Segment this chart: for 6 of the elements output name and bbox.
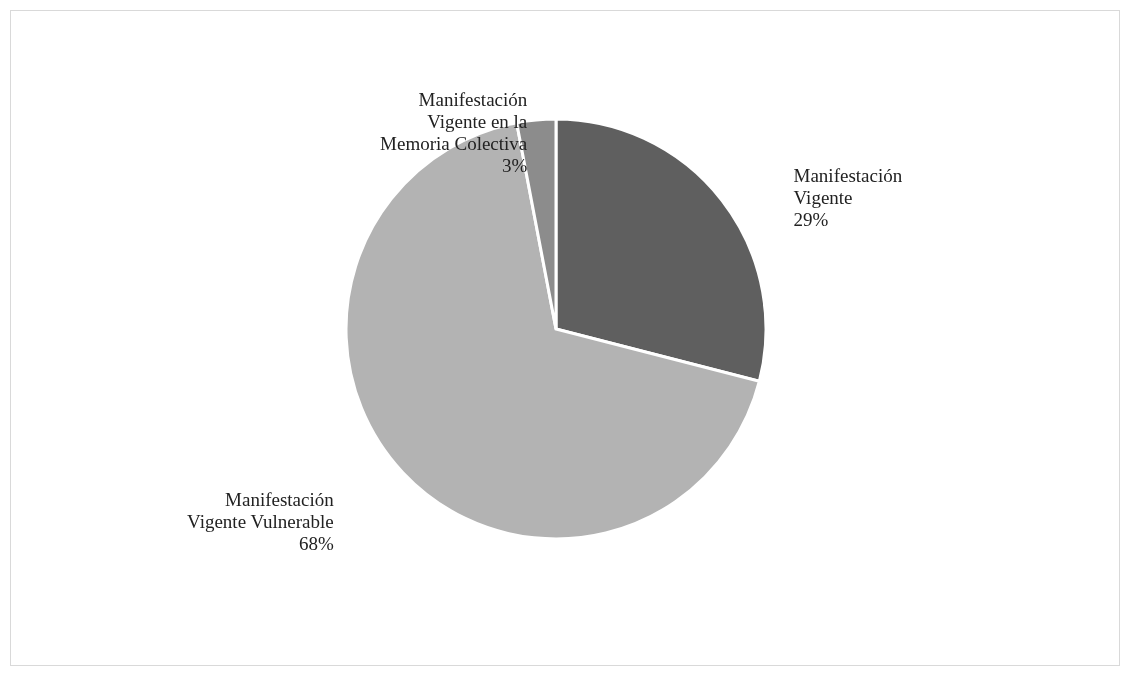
slice-label: Manifestación Vigente xyxy=(793,164,903,208)
slice-label: Manifestación Vigente Vulnerable xyxy=(187,489,335,533)
data-label: 68% xyxy=(298,533,334,555)
data-label: 3% xyxy=(501,154,528,176)
data-label: 29% xyxy=(793,208,829,230)
slice-label: Manifestación Vigente en la Memoria Colectiva xyxy=(380,88,528,154)
